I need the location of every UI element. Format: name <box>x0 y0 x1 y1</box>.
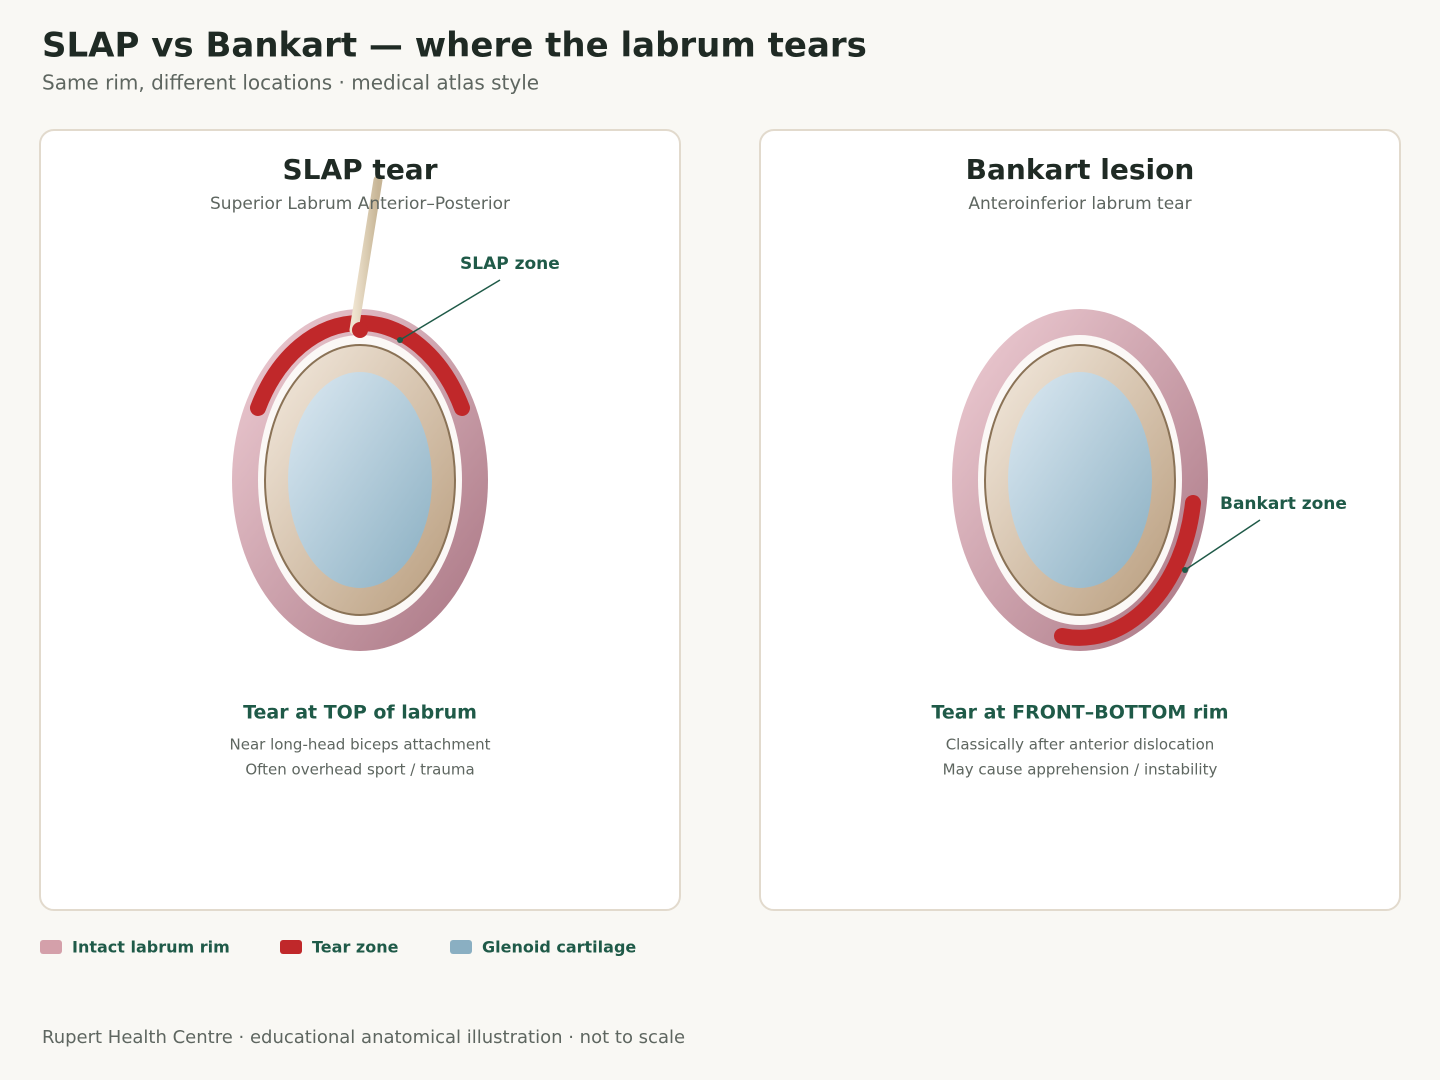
leader-dot <box>397 337 403 343</box>
cartilage <box>288 372 432 588</box>
legend-swatch <box>280 940 302 954</box>
biceps-tendon <box>349 175 383 335</box>
leader <box>1184 519 1261 571</box>
panel-title: Bankart lesion <box>966 153 1195 186</box>
panel-subtitle: Anteroinferior labrum tear <box>968 194 1191 214</box>
footer: Rupert Health Centre · educational anato… <box>42 1027 685 1048</box>
note: May cause apprehension / instability <box>943 761 1218 779</box>
legend-swatch <box>450 940 472 954</box>
cartilage <box>1008 372 1152 588</box>
legend-label: Glenoid cartilage <box>482 938 636 957</box>
tear-zone <box>1054 495 1201 646</box>
anchor <box>352 322 368 338</box>
panel-title: SLAP tear <box>282 153 437 186</box>
legend-label: Tear zone <box>312 938 399 957</box>
legend: Intact labrum rim Tear zone Glenoid cart… <box>40 938 636 957</box>
panel: Bankart lesion Anteroinferior labrum tea… <box>759 129 1401 911</box>
panel: SLAP tear Superior Labrum Anterior–Poste… <box>39 129 681 911</box>
note: Often overhead sport / trauma <box>245 761 474 779</box>
panel-subtitle: Superior Labrum Anterior–Posterior <box>210 194 510 214</box>
zone-label: Bankart zone <box>1220 494 1347 514</box>
note: Classically after anterior dislocation <box>946 736 1215 754</box>
caption: Tear at FRONT–BOTTOM rim <box>931 702 1228 724</box>
title: SLAP vs Bankart — where the labrum tears <box>42 26 867 66</box>
legend-label: Intact labrum rim <box>72 938 230 957</box>
legend-swatch <box>40 940 62 954</box>
note: Near long-head biceps attachment <box>230 736 491 754</box>
zone-label: SLAP zone <box>460 254 560 274</box>
leader <box>399 279 501 341</box>
subtitle: Same rim, different locations · medical … <box>42 71 539 95</box>
leader-dot <box>1182 567 1188 573</box>
caption: Tear at TOP of labrum <box>243 702 477 724</box>
